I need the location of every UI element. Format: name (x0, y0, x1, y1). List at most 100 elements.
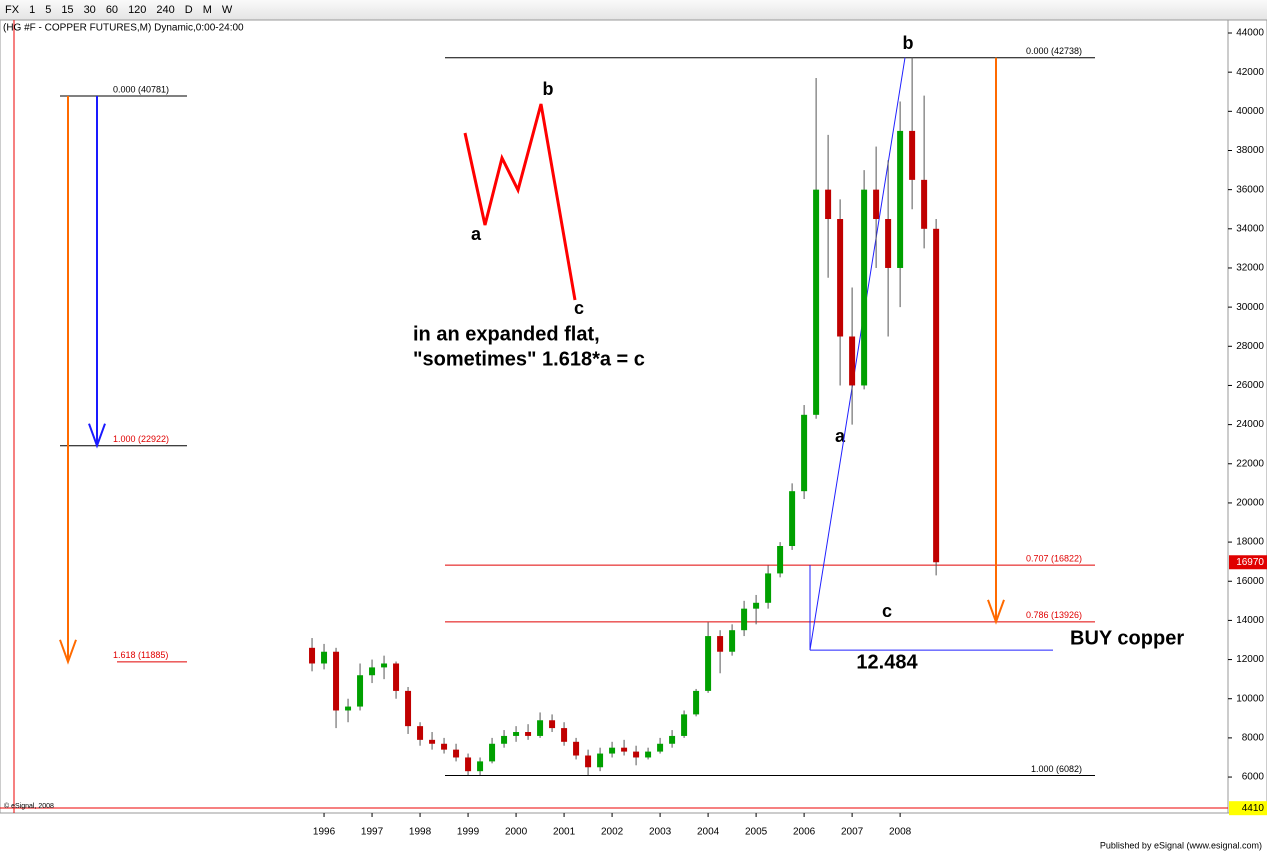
candle-body (333, 651, 340, 711)
candle-body (381, 663, 388, 668)
toolbar-button[interactable]: D (184, 4, 193, 16)
x-tick-label: 2008 (889, 827, 912, 838)
toolbar-button[interactable]: M (202, 4, 212, 16)
annotation: BUY copper (1070, 627, 1184, 649)
toolbar-button[interactable]: 5 (45, 4, 52, 16)
wave-label: a (835, 426, 846, 446)
y-tick-label: 30000 (1236, 302, 1264, 313)
toolbar-button[interactable]: W (221, 4, 233, 16)
x-tick-label: 2007 (841, 827, 864, 838)
candle-body (465, 757, 472, 772)
candle-body (621, 747, 628, 752)
x-tick-label: 2000 (505, 827, 528, 838)
candle-body (657, 743, 664, 752)
toolbar-button[interactable]: FX (5, 4, 20, 16)
wave-line (809, 57, 906, 651)
candle-body (321, 651, 328, 664)
candle-body (345, 706, 352, 711)
wave-label: b (903, 33, 914, 53)
candle-body (501, 735, 508, 744)
candle-body (477, 761, 484, 772)
x-tick-label: 2003 (649, 827, 672, 838)
candle-body (717, 636, 724, 652)
toolbar-button[interactable]: 120 (128, 4, 147, 16)
toolbar-button[interactable]: 60 (105, 4, 119, 16)
fib-label: 1.000 (6082) (1031, 764, 1082, 774)
candle-body (741, 608, 748, 631)
y-tick-label: 38000 (1236, 145, 1264, 156)
candle-body (837, 219, 844, 337)
wave-label: c (574, 298, 584, 318)
candle-body (585, 755, 592, 768)
copyright: © eSignal, 2008 (4, 802, 54, 810)
arrow-head (88, 423, 106, 449)
fib-label: 0.000 (40781) (113, 84, 169, 94)
candle-body (753, 602, 760, 609)
wave-label: b (543, 79, 554, 99)
candle-body (849, 336, 856, 386)
x-tick-label: 2005 (745, 827, 768, 838)
y-tick-label: 22000 (1236, 458, 1264, 469)
arrow-head (59, 639, 77, 665)
candle-body (777, 546, 784, 574)
wave-label: a (471, 224, 482, 244)
toolbar-button[interactable]: 1 (29, 4, 36, 16)
candle-body (645, 751, 652, 758)
annotation: "sometimes" 1.618*a = c (413, 348, 645, 370)
y-tick-label: 40000 (1236, 106, 1264, 117)
fib-label: 1.618 (11885) (113, 650, 168, 660)
x-tick-label: 2004 (697, 827, 720, 838)
y-tick-label: 20000 (1236, 498, 1264, 509)
candle-body (885, 219, 892, 268)
y-tick-label: 28000 (1236, 341, 1264, 352)
footer: Published by eSignal (www.esignal.com) (1100, 840, 1262, 850)
price-flag-label: 4410 (1242, 803, 1265, 814)
candle-body (801, 414, 808, 492)
candle-body (357, 675, 364, 707)
candle-body (597, 753, 604, 768)
candle-body (825, 189, 832, 220)
y-tick-label: 14000 (1236, 615, 1264, 626)
candle-body (681, 714, 688, 736)
fib-label: 1.000 (22922) (113, 434, 169, 444)
candle-body (873, 189, 880, 220)
annotation: in an expanded flat, (413, 323, 600, 345)
candle-body (633, 751, 640, 758)
candle-body (933, 228, 940, 563)
candle-body (669, 735, 676, 744)
x-tick-label: 1996 (313, 827, 336, 838)
candle-body (405, 690, 412, 727)
candle-body (573, 741, 580, 756)
candle-body (609, 747, 616, 754)
candle-body (441, 743, 448, 750)
candle-body (309, 647, 316, 664)
arrow-head (987, 599, 1005, 625)
y-tick-label: 6000 (1242, 772, 1265, 783)
candle-body (789, 491, 796, 547)
toolbar-button[interactable]: 30 (83, 4, 96, 16)
candle-body (897, 130, 904, 268)
toolbar-button[interactable]: 240 (156, 4, 175, 16)
x-tick-label: 2002 (601, 827, 624, 838)
x-tick-label: 2006 (793, 827, 816, 838)
y-tick-label: 44000 (1236, 28, 1264, 39)
candle-body (729, 630, 736, 652)
candle-body (813, 189, 820, 415)
y-tick-label: 8000 (1242, 733, 1265, 744)
y-tick-label: 18000 (1236, 537, 1264, 548)
wave-sketch (463, 103, 577, 301)
fib-label: 0.786 (13926) (1026, 610, 1082, 620)
candle-body (693, 690, 700, 715)
y-tick-label: 16000 (1236, 576, 1264, 587)
candle-body (429, 739, 436, 744)
candle-body (513, 732, 520, 736)
candle-body (765, 573, 772, 603)
price-flag-label: 16970 (1236, 557, 1264, 568)
y-tick-label: 36000 (1236, 184, 1264, 195)
toolbar-button[interactable]: 15 (61, 4, 74, 16)
candle-body (921, 179, 928, 229)
price-flag (1229, 555, 1267, 570)
toolbar: FX 1 5 15 30 60 120 240 D M W (0, 0, 1267, 21)
